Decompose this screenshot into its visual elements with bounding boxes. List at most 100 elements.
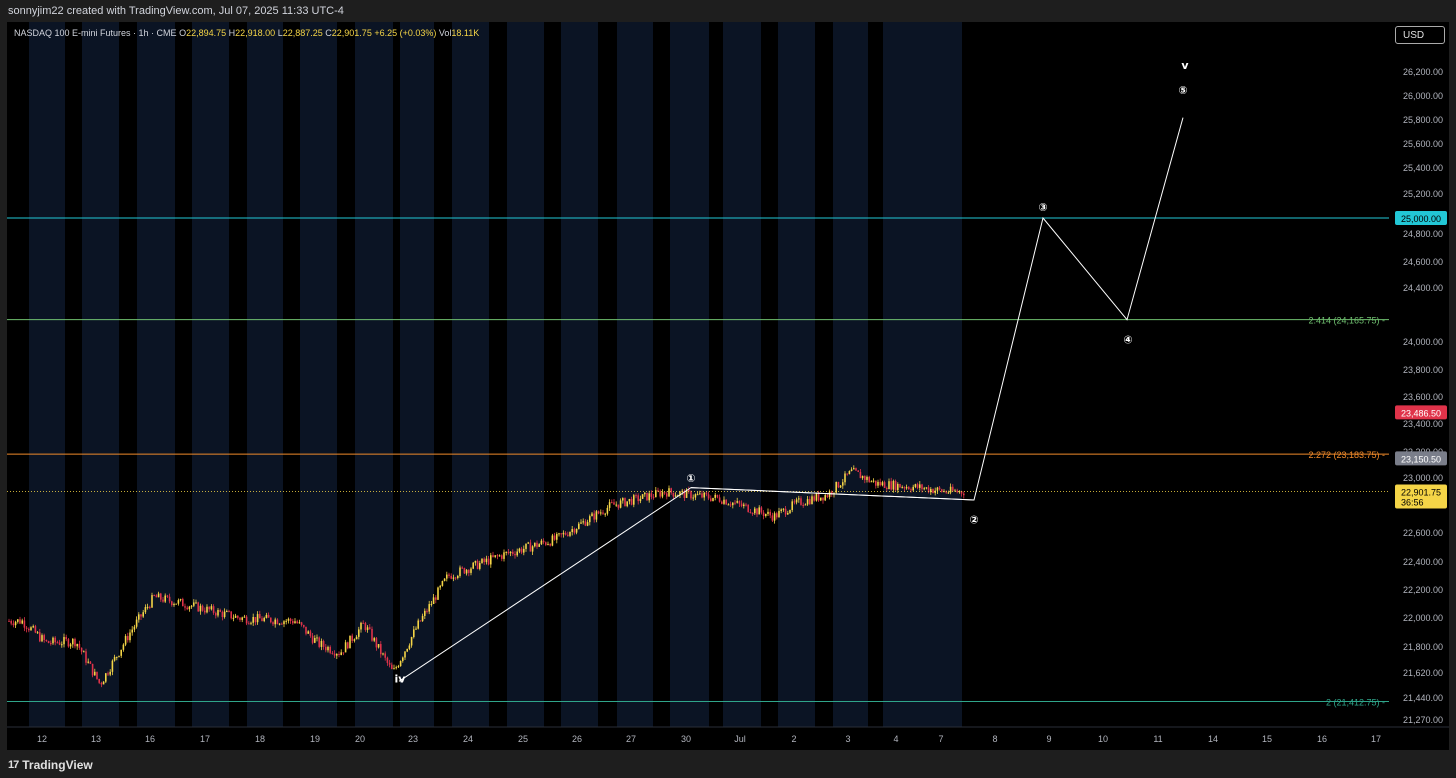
time-axis-label: 13 — [91, 734, 101, 744]
candle-body — [336, 654, 338, 656]
candle-body — [602, 512, 604, 514]
candle-body — [417, 620, 419, 629]
candle-body — [729, 504, 732, 506]
candle-body — [626, 501, 628, 507]
price-axis-tick: 24,400.00 — [1403, 283, 1443, 293]
candle-body — [644, 492, 646, 495]
candle-body — [87, 661, 89, 663]
tradingview-brand: TradingView — [22, 758, 93, 772]
candle-body — [162, 599, 164, 602]
price-tag-bg — [1395, 451, 1447, 466]
candle-body — [857, 470, 859, 472]
candle-body — [439, 585, 441, 588]
candle-body — [344, 642, 347, 653]
time-axis-label: 25 — [518, 734, 528, 744]
candle-body — [435, 597, 437, 600]
candle-body — [798, 498, 800, 500]
candle-body — [424, 610, 426, 616]
candle-body — [782, 508, 785, 510]
candle-body — [12, 623, 15, 626]
candle-body — [505, 551, 507, 553]
candle-body — [373, 638, 375, 641]
candle-body — [560, 533, 562, 535]
candle-body — [864, 475, 866, 480]
candle-body — [83, 651, 85, 653]
elliott-wave-path — [398, 117, 1184, 682]
tradingview-logo[interactable]: 17 TradingView — [8, 758, 93, 772]
candle-body — [208, 606, 210, 610]
currency-button[interactable]: USD — [1395, 26, 1445, 44]
candle-body — [160, 593, 162, 600]
candle-body — [173, 603, 175, 606]
candle-body — [184, 606, 186, 608]
candle-body — [707, 494, 710, 499]
candle-body — [65, 637, 67, 640]
candle-body — [217, 610, 219, 616]
candle-body — [355, 636, 358, 640]
candle-body — [842, 482, 844, 486]
candle-body — [448, 574, 450, 576]
candle-body — [564, 532, 567, 535]
session-band — [561, 22, 598, 727]
candle-body — [25, 627, 28, 629]
candle-body — [142, 612, 144, 617]
candle-body — [223, 611, 226, 618]
candle-body — [168, 596, 171, 602]
candle-body — [206, 606, 208, 613]
price-axis-tick: 25,400.00 — [1403, 163, 1443, 173]
candle-body — [875, 480, 877, 486]
price-chart[interactable]: 25,000.00 2.414 (24,165.75) - 2.272 (23,18… — [7, 22, 1449, 750]
candle-body — [261, 618, 263, 622]
candle-body — [256, 614, 259, 623]
candle-body — [14, 621, 17, 626]
candle-body — [606, 507, 609, 514]
candle-body — [525, 543, 527, 549]
candle-body — [331, 652, 334, 654]
candle-body — [54, 637, 56, 643]
candle-body — [765, 513, 767, 517]
candle-body — [703, 492, 705, 498]
low-value: 22,887.25 — [282, 28, 323, 38]
candle-body — [529, 542, 532, 552]
candle-body — [685, 489, 688, 498]
candle-body — [571, 529, 573, 532]
candle-body — [859, 471, 862, 479]
time-axis-label: 18 — [255, 734, 265, 744]
candle-body — [107, 673, 109, 675]
symbol-name[interactable]: NASDAQ 100 E-mini Futures · 1h · CME — [14, 28, 177, 38]
candle-body — [932, 488, 934, 494]
price-axis-tick: 26,200.00 — [1403, 67, 1443, 77]
candle-body — [404, 651, 406, 658]
candle-body — [151, 595, 153, 608]
candle-body — [661, 492, 664, 497]
candle-body — [725, 499, 727, 505]
candle-body — [43, 635, 45, 640]
candle-body — [615, 504, 617, 506]
candle-body — [789, 510, 791, 514]
candle-body — [364, 623, 367, 630]
candle-body — [580, 522, 582, 524]
candle-body — [795, 499, 798, 503]
candle-body — [912, 486, 914, 491]
candle-body — [908, 487, 910, 490]
candle-body — [892, 480, 895, 490]
candle-body — [518, 548, 521, 552]
candle-body — [637, 495, 639, 502]
candle-body — [316, 637, 318, 639]
candle-body — [773, 513, 776, 521]
high-value: 22,918.00 — [235, 28, 276, 38]
candle-body — [241, 617, 243, 620]
candle-body — [481, 558, 483, 564]
candle-body — [267, 614, 270, 618]
time-axis-label: 26 — [572, 734, 582, 744]
change-value: +6.25 (+0.03%) — [374, 28, 437, 38]
candle-body — [252, 617, 254, 623]
candle-body — [402, 657, 404, 661]
candle-body — [118, 655, 120, 657]
candle-body — [641, 494, 644, 499]
candle-body — [496, 555, 499, 557]
candle-body — [432, 597, 435, 605]
candle-body — [756, 508, 758, 515]
candle-body — [516, 551, 518, 556]
candle-body — [487, 558, 490, 565]
